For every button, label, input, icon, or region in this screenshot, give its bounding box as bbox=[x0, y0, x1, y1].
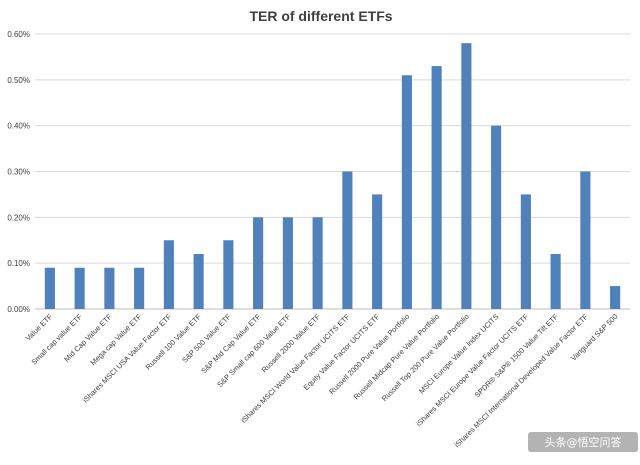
y-tick-label: 0.30% bbox=[7, 168, 30, 177]
y-tick-label: 0.60% bbox=[7, 30, 30, 39]
x-tick-label: Russell 100 Value ETF bbox=[144, 312, 204, 372]
chart-title: TER of different ETFs bbox=[249, 8, 392, 24]
gridlines bbox=[35, 33, 630, 310]
y-tick-label: 0.40% bbox=[7, 122, 30, 131]
y-tick-label: 0.10% bbox=[7, 259, 30, 268]
x-tick-label: Small cap value ETF bbox=[29, 312, 84, 367]
bar bbox=[580, 171, 591, 309]
x-tick-label: iShares MSCI Europe Value Factor UCITS E… bbox=[414, 312, 530, 428]
bar bbox=[401, 75, 412, 309]
bars bbox=[44, 43, 621, 310]
bar bbox=[193, 254, 204, 309]
bar bbox=[610, 286, 621, 309]
bar bbox=[74, 267, 85, 309]
watermark: 头条@悟空问答 bbox=[528, 432, 638, 452]
bar bbox=[431, 66, 442, 309]
x-tick-label: Russell 2000 Value ETF bbox=[260, 312, 323, 375]
bar bbox=[491, 125, 502, 310]
bar bbox=[104, 267, 115, 309]
bar bbox=[282, 217, 293, 309]
bar bbox=[461, 43, 472, 310]
bar bbox=[550, 254, 561, 309]
bar bbox=[342, 171, 353, 309]
x-tick-label: iShares MSCI World Value Factor UCITS ET… bbox=[239, 312, 352, 425]
bar bbox=[163, 240, 174, 309]
bar bbox=[44, 267, 55, 309]
x-tick-label: Value ETF bbox=[24, 312, 55, 343]
watermark-text: 头条@悟空问答 bbox=[545, 435, 622, 449]
bar bbox=[253, 217, 264, 309]
bar bbox=[223, 240, 234, 309]
bar bbox=[134, 267, 145, 309]
bar bbox=[312, 217, 323, 309]
y-tick-label: 0.00% bbox=[7, 305, 30, 314]
x-tick-label: Mega cap Value ETF bbox=[88, 312, 143, 367]
watermark-badge bbox=[528, 432, 638, 452]
y-axis-tick-labels: 0.00% 0.10% 0.20% 0.30% 0.40% 0.50% 0.60% bbox=[7, 30, 30, 314]
bar bbox=[520, 194, 531, 309]
bar bbox=[372, 194, 383, 309]
y-tick-label: 0.20% bbox=[7, 213, 30, 222]
y-tick-label: 0.50% bbox=[7, 76, 30, 85]
